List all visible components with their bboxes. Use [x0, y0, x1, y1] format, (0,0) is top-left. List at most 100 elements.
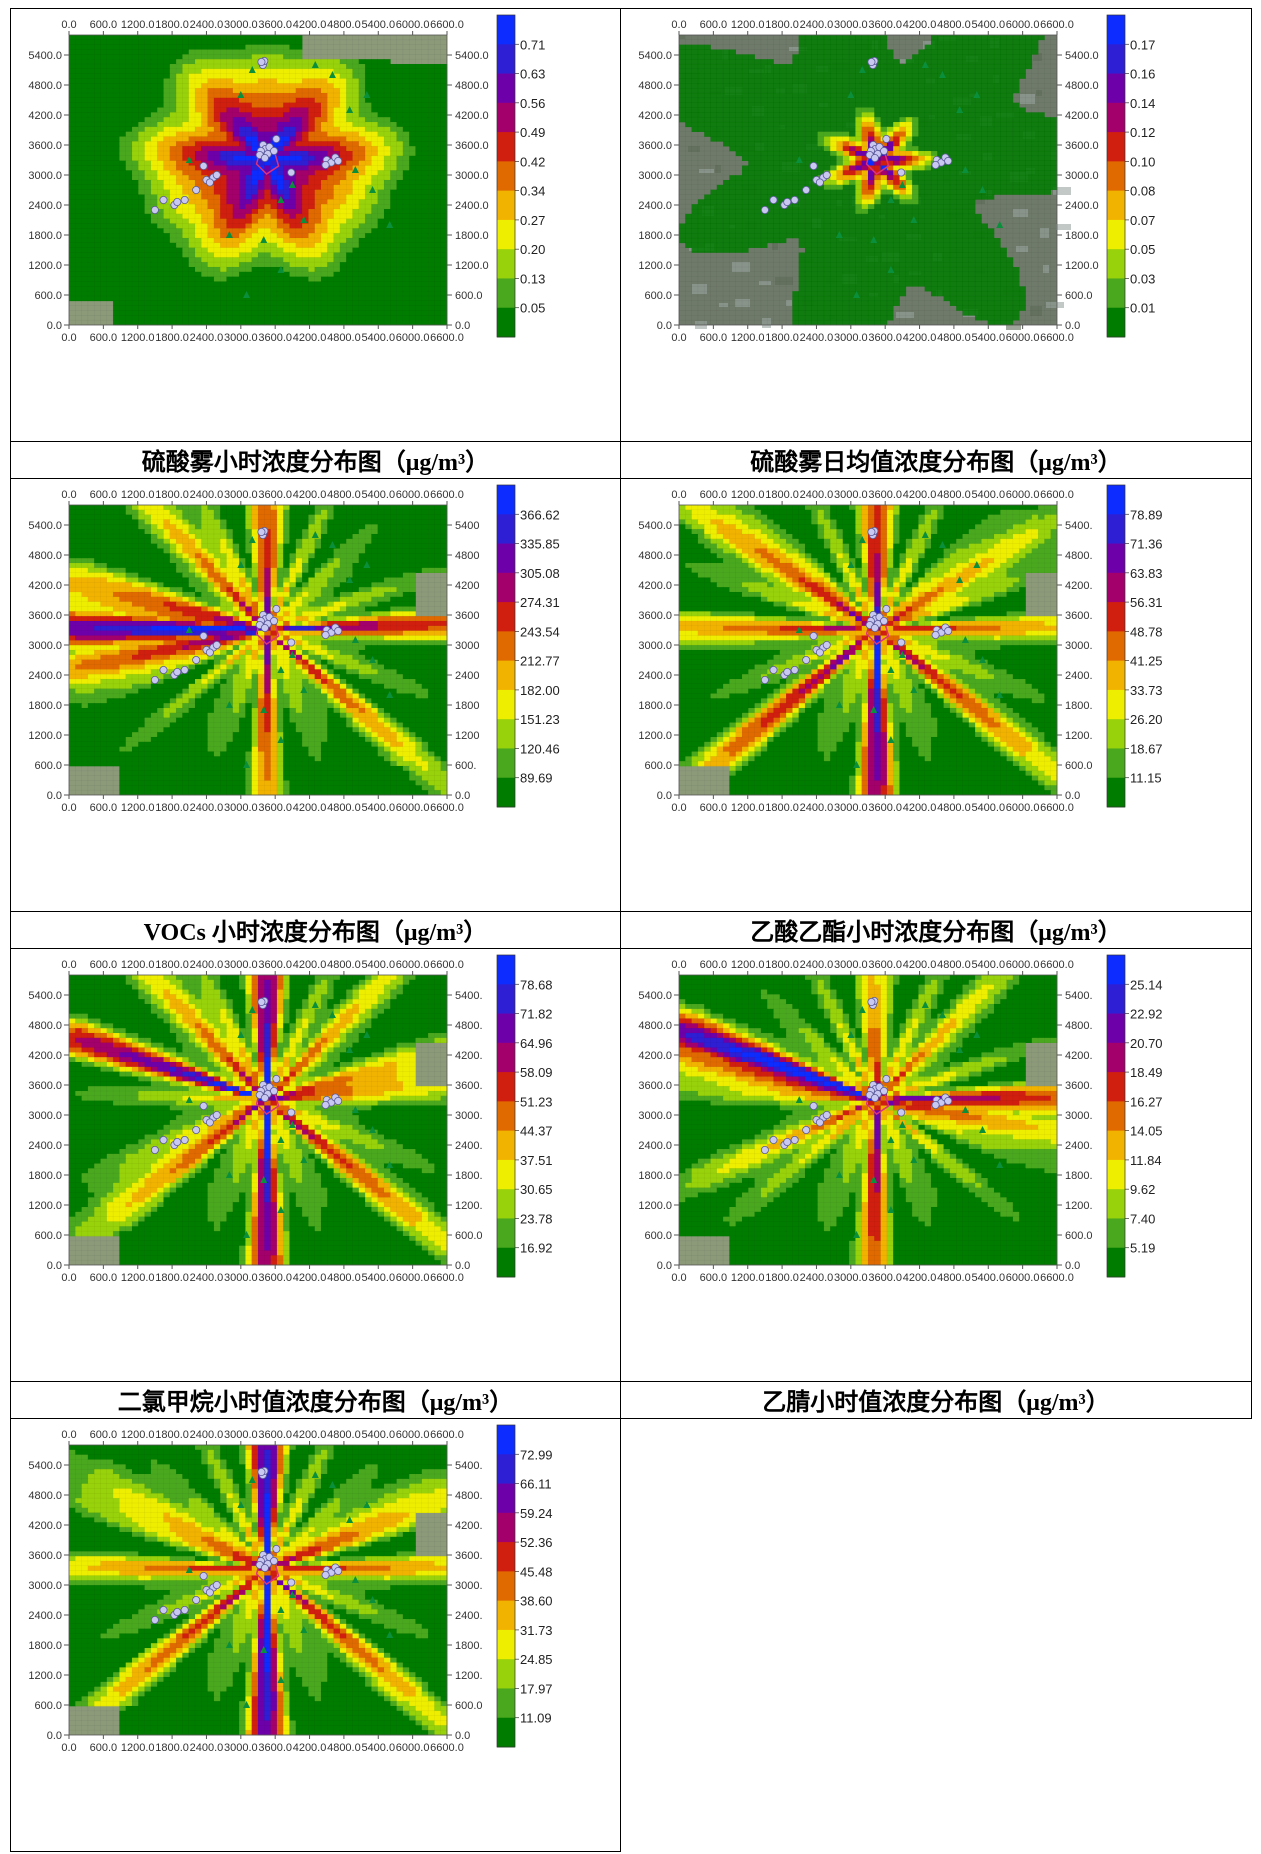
grid-cell — [157, 78, 164, 84]
grid-cell — [220, 213, 227, 219]
grid-cell — [868, 73, 875, 79]
grid-cell — [365, 160, 372, 166]
grid-cell — [251, 320, 259, 326]
grid-cell — [421, 238, 429, 244]
grid-cell — [792, 59, 799, 65]
grid-cell — [805, 126, 812, 132]
grid-cell — [396, 271, 404, 277]
grid-cell — [924, 117, 932, 123]
grid-cell — [314, 242, 322, 248]
grid-cell — [302, 83, 309, 89]
grid-cell — [195, 281, 202, 287]
grid-cell — [289, 68, 297, 74]
grid-cell — [377, 252, 385, 258]
grid-cell — [207, 213, 215, 219]
grid-cell — [163, 73, 171, 79]
grid-cell — [69, 175, 76, 181]
grid-cell — [232, 320, 240, 326]
grid-cell — [384, 209, 391, 215]
grid-cell — [855, 102, 862, 108]
grid-cell — [220, 49, 227, 55]
grid-cell — [314, 320, 322, 326]
grid-cell — [125, 209, 133, 215]
grid-cell — [226, 281, 234, 287]
grid-cell — [81, 286, 89, 292]
grid-cell — [69, 262, 76, 268]
grid-cell — [195, 267, 202, 273]
grid-cell — [125, 320, 133, 326]
grid-cell — [905, 131, 913, 137]
grid-cell — [937, 64, 944, 70]
grid-cell — [346, 271, 353, 277]
grid-cell — [289, 267, 297, 273]
grid-cell — [365, 209, 372, 215]
grid-cell — [849, 126, 856, 132]
grid-cell — [371, 296, 378, 302]
grid-cell — [69, 136, 76, 142]
grid-cell — [415, 213, 423, 219]
grid-cell — [440, 209, 448, 215]
x-tick-label-bottom: 1200.0 — [121, 332, 155, 344]
grid-cell — [308, 189, 315, 195]
grid-cell — [886, 122, 894, 128]
grid-cell — [371, 184, 378, 190]
grid-cell — [270, 39, 278, 45]
grid-cell — [855, 136, 862, 142]
grid-cell — [428, 310, 435, 316]
grid-cell — [1012, 122, 1020, 128]
grid-cell — [283, 218, 290, 224]
grid-cell — [213, 189, 221, 195]
grid-cell — [195, 257, 202, 263]
grid-cell — [943, 93, 951, 99]
grid-cell — [226, 320, 234, 326]
grid-cell — [226, 291, 234, 297]
grid-cell — [1019, 68, 1026, 74]
grid-cell — [251, 218, 259, 224]
grid-cell — [264, 204, 271, 210]
grid-cell — [836, 59, 844, 65]
grid-cell — [409, 97, 416, 103]
grid-cell — [125, 136, 133, 142]
grid-cell — [798, 44, 806, 50]
grid-cell — [295, 39, 303, 45]
grid-cell — [119, 267, 126, 273]
grid-cell — [767, 107, 774, 113]
grid-cell — [327, 102, 334, 108]
grid-cell — [308, 209, 315, 215]
source-marker — [351, 166, 359, 173]
grid-cell — [150, 68, 158, 74]
grid-cell — [905, 88, 913, 94]
grid-cell — [75, 262, 82, 268]
x-tick-label-top: 1800.0 — [155, 19, 189, 31]
grid-cell — [144, 242, 152, 248]
grid-cell — [1050, 136, 1058, 142]
grid-cell — [346, 184, 353, 190]
grid-cell — [100, 39, 108, 45]
grid-cell — [371, 271, 378, 277]
grid-cell — [327, 199, 334, 205]
grid-cell — [962, 49, 970, 55]
concentration-map-1: 0.00.0600.0600.01200.01200.01800.01800.0… — [28, 14, 545, 344]
grid-cell — [886, 59, 894, 65]
grid-cell — [289, 218, 297, 224]
grid-cell — [94, 271, 101, 277]
grid-cell — [1006, 136, 1014, 142]
grid-cell — [1000, 131, 1007, 137]
grid-cell — [188, 160, 196, 166]
grid-cell — [87, 291, 95, 297]
grid-cell — [842, 64, 850, 70]
grid-cell — [428, 160, 435, 166]
grid-cell — [125, 117, 133, 123]
grid-cell — [912, 73, 919, 79]
grid-cell — [207, 184, 215, 190]
grid-cell — [163, 209, 171, 215]
grid-cell — [94, 257, 101, 263]
grid-cell — [704, 59, 711, 65]
grid-cell — [245, 271, 252, 277]
grid-cell — [384, 131, 391, 137]
grid-cell — [132, 305, 139, 311]
grid-cell — [87, 117, 95, 123]
grid-cell — [132, 296, 139, 302]
grid-cell — [1025, 122, 1033, 128]
grid-cell — [264, 315, 271, 321]
